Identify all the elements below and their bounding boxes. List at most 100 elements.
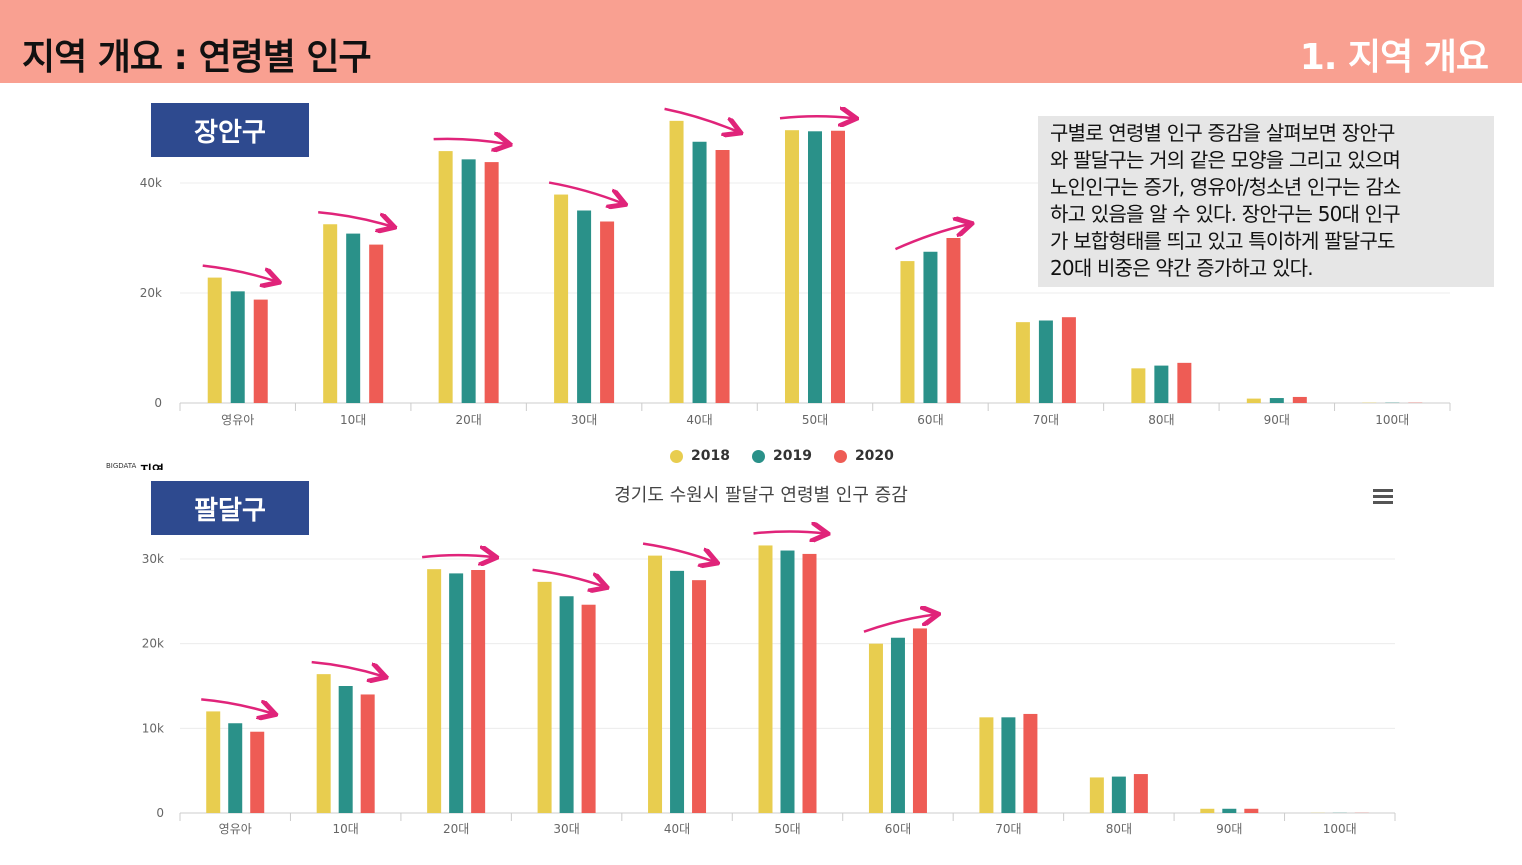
- bar: [449, 573, 464, 813]
- trend-arrow-icon: [421, 555, 494, 557]
- trend-arrow-icon: [664, 107, 739, 132]
- x-tick-label: 80대: [1148, 413, 1174, 427]
- trend-arrow-icon: [753, 531, 826, 533]
- bar: [900, 261, 915, 403]
- bar: [207, 277, 222, 403]
- bar: [808, 131, 822, 404]
- trend-arrow-icon: [863, 614, 936, 633]
- bar: [868, 643, 883, 813]
- legend-item-2020[interactable]: 2020: [833, 448, 894, 464]
- x-tick-label: 60대: [917, 413, 943, 427]
- bar: [1015, 322, 1030, 403]
- chart-legend[interactable]: 2018 2019 2020: [670, 448, 894, 464]
- bar: [692, 580, 707, 813]
- y-tick-label: 0: [156, 806, 164, 820]
- legend-label: 2018: [691, 448, 730, 464]
- hamburger-menu-icon[interactable]: [1373, 489, 1393, 505]
- x-tick-label: 90대: [1264, 413, 1290, 427]
- bar: [484, 162, 499, 403]
- bar: [1200, 808, 1215, 813]
- bar: [1089, 777, 1104, 813]
- legend-item-2019[interactable]: 2019: [751, 448, 812, 464]
- bar: [577, 210, 592, 403]
- bar: [692, 141, 707, 403]
- x-tick-label: 70대: [1033, 413, 1059, 427]
- legend-item-2018[interactable]: 2018: [670, 448, 730, 464]
- bar: [1246, 398, 1261, 403]
- y-tick-label: 40k: [140, 176, 162, 190]
- trend-arrow-icon: [311, 660, 384, 676]
- bar: [1133, 774, 1148, 813]
- trend-arrow-icon: [779, 116, 854, 118]
- bar: [1154, 365, 1169, 403]
- bar: [250, 731, 265, 813]
- bar: [802, 553, 817, 813]
- bar: [323, 224, 338, 403]
- legend-label: 2020: [854, 448, 894, 464]
- bar: [785, 130, 799, 403]
- bar: [715, 150, 730, 403]
- analysis-note: 구별로 연령별 인구 증감을 살펴보면 장안구 와 팔달구는 거의 같은 모양을…: [1038, 116, 1494, 287]
- section-title: 1. 지역 개요: [1299, 37, 1489, 78]
- legend-dot-icon: [833, 449, 847, 463]
- bar: [554, 194, 569, 403]
- bar: [669, 120, 684, 403]
- y-tick-label: 20k: [140, 286, 162, 300]
- bar: [316, 674, 331, 813]
- bar: [253, 299, 268, 403]
- cut-watermark-text: BIGDATA: [106, 462, 137, 470]
- bar: [581, 604, 596, 813]
- region-label-paldal: 팔달구: [151, 481, 309, 535]
- bar: [346, 233, 361, 403]
- trend-arrow-icon: [318, 211, 392, 226]
- x-tick-label: 40대: [664, 822, 690, 836]
- x-tick-label: 영유아: [219, 822, 252, 836]
- y-tick-label: 20k: [142, 637, 164, 651]
- x-tick-label: 30대: [571, 413, 597, 427]
- trend-arrow-icon: [548, 181, 623, 204]
- trend-arrow-icon: [201, 698, 273, 713]
- bar: [670, 570, 685, 813]
- trend-arrow-icon: [433, 139, 508, 144]
- page-title: 지역 개요 : 연령별 인구: [22, 37, 372, 78]
- bar: [1023, 713, 1038, 813]
- bar: [946, 238, 961, 403]
- bar: [427, 569, 442, 813]
- x-tick-label: 10대: [340, 413, 366, 427]
- bar: [228, 723, 243, 813]
- y-tick-label: 10k: [142, 721, 164, 735]
- legend-dot-icon: [751, 449, 765, 463]
- bar: [1061, 317, 1076, 403]
- y-tick-label: 30k: [142, 552, 164, 566]
- bar: [471, 570, 486, 813]
- bar: [1269, 398, 1284, 403]
- x-tick-label: 60대: [885, 822, 911, 836]
- bar: [461, 159, 476, 403]
- bar: [758, 545, 773, 813]
- x-tick-label: 70대: [995, 822, 1021, 836]
- trend-arrow-icon: [642, 542, 715, 563]
- x-tick-label: 80대: [1106, 822, 1132, 836]
- bar: [338, 686, 353, 813]
- bar: [438, 151, 453, 403]
- bar: [780, 550, 795, 813]
- bar: [1292, 396, 1307, 403]
- bar: [537, 581, 552, 813]
- bar: [912, 628, 927, 813]
- x-tick-label: 40대: [686, 413, 712, 427]
- x-tick-label: 50대: [802, 413, 828, 427]
- trend-arrow-icon: [894, 224, 969, 251]
- x-tick-label: 90대: [1216, 822, 1242, 836]
- bar: [559, 596, 574, 813]
- bar: [890, 637, 905, 813]
- trend-arrow-icon: [202, 264, 277, 282]
- x-tick-label: 100대: [1375, 413, 1409, 427]
- bar: [600, 221, 615, 403]
- bar: [1177, 362, 1192, 403]
- bar: [923, 251, 938, 403]
- x-tick-label: 100대: [1323, 822, 1357, 836]
- x-tick-label: 20대: [455, 413, 481, 427]
- bar: [230, 291, 245, 403]
- x-tick-label: 10대: [333, 822, 359, 836]
